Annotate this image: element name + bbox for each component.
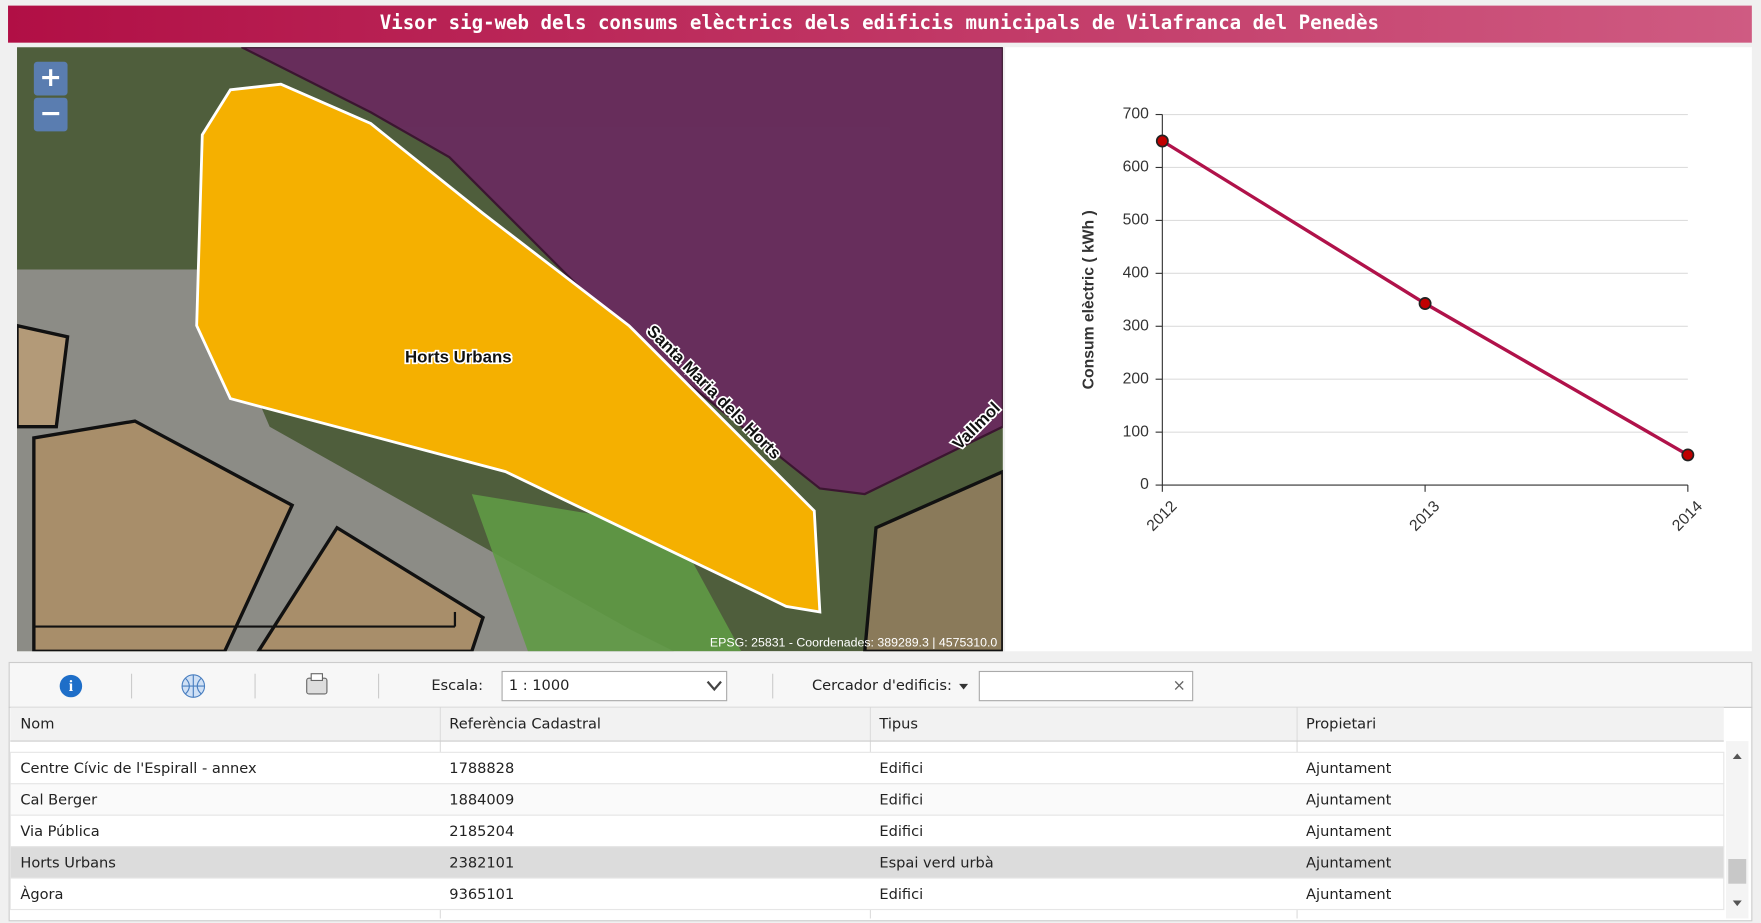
table-cell: Horts Urbans	[20, 854, 116, 871]
table-row[interactable]	[9, 846, 1725, 879]
toolbar	[8, 661, 1753, 708]
info-button[interactable]	[59, 674, 83, 698]
table-cell: Edifici	[879, 823, 923, 840]
column-header: Tipus	[878, 715, 918, 732]
globe-icon	[182, 674, 205, 698]
info-icon: i	[69, 678, 74, 695]
print-icon	[310, 673, 323, 682]
table-cell: Edifici	[879, 760, 923, 777]
search-label[interactable]: Cercador d'edificis:	[812, 677, 952, 694]
scale-select[interactable]	[501, 670, 728, 702]
scrollbar[interactable]	[1726, 741, 1749, 919]
y-tick-label: 400	[1123, 264, 1149, 281]
y-tick-label: 300	[1123, 317, 1149, 334]
table-cell: Espai verd urbà	[879, 854, 993, 871]
column-header: Propietari	[1306, 715, 1376, 732]
column-header: Referència Cadastral	[449, 715, 601, 732]
table-row[interactable]	[9, 877, 1725, 911]
header-bar	[8, 5, 1752, 43]
table-cell: Edifici	[879, 792, 923, 809]
table-cell: 9365101	[449, 886, 514, 903]
table-cell: Centre Cívic de l'Espirall - annex	[20, 760, 257, 777]
scale-label: Escala:	[431, 677, 483, 694]
zoom-in-label: +	[39, 62, 62, 93]
search-dropdown-arrow	[959, 683, 969, 690]
table-cell: Cal Berger	[20, 792, 97, 809]
zoom-out-label: −	[39, 98, 62, 129]
table-row[interactable]	[9, 783, 1725, 816]
table-cell: 1884009	[449, 792, 514, 809]
y-tick-label: 0	[1140, 476, 1149, 493]
scroll-up[interactable]	[1732, 753, 1742, 760]
table-cell: Ajuntament	[1306, 823, 1392, 840]
map-attribution: EPSG: 25831 - Coordenades: 389289.3 | 45…	[710, 636, 997, 650]
table-header	[10, 707, 1724, 742]
y-tick-label: 700	[1123, 106, 1149, 123]
zoom-out-button[interactable]	[33, 97, 68, 132]
table-cell: Ajuntament	[1306, 854, 1392, 871]
table-body: Nom Referència Cadastral Tipus Propietari Ce…	[9, 707, 1725, 919]
table-row[interactable]	[9, 751, 1725, 785]
zoom-in-button[interactable]	[33, 61, 68, 96]
scroll-down[interactable]	[1732, 900, 1742, 907]
y-axis-title: Consum elèctric ( kWh )	[1081, 210, 1098, 389]
table-cell: Via Pública	[20, 823, 99, 840]
table-cell: 2185204	[449, 823, 514, 840]
clear-search-button[interactable]: ×	[1173, 676, 1186, 695]
table-cell: Edifici	[879, 886, 923, 903]
chart-panel	[1005, 47, 1752, 652]
point	[1418, 297, 1432, 310]
table-cell: Àgora	[20, 886, 63, 903]
map	[17, 47, 1003, 652]
point	[1155, 134, 1169, 148]
table-cell: Ajuntament	[1306, 760, 1392, 777]
y-tick-label: 100	[1123, 423, 1149, 440]
scrollbar-thumb[interactable]	[1728, 858, 1747, 884]
point	[1681, 448, 1695, 462]
table-cell: 1788828	[449, 760, 514, 777]
scale-value: 1 : 1000	[509, 677, 570, 694]
table-row[interactable]	[9, 814, 1725, 848]
search-input[interactable]	[978, 670, 1194, 702]
header-title: Visor sig-web dels consums elèctrics del…	[380, 12, 1379, 34]
column-header: Nom	[20, 715, 54, 732]
y-tick-label: 600	[1123, 159, 1149, 176]
dropdown-arrow	[706, 680, 722, 692]
table-cell: Ajuntament	[1306, 792, 1392, 809]
y-tick-label: 200	[1123, 370, 1149, 387]
table-cell: 2382101	[449, 854, 514, 871]
y-tick-label: 500	[1123, 212, 1149, 229]
table-cell: Ajuntament	[1306, 886, 1392, 903]
map-label: Horts Urbans	[405, 348, 512, 367]
